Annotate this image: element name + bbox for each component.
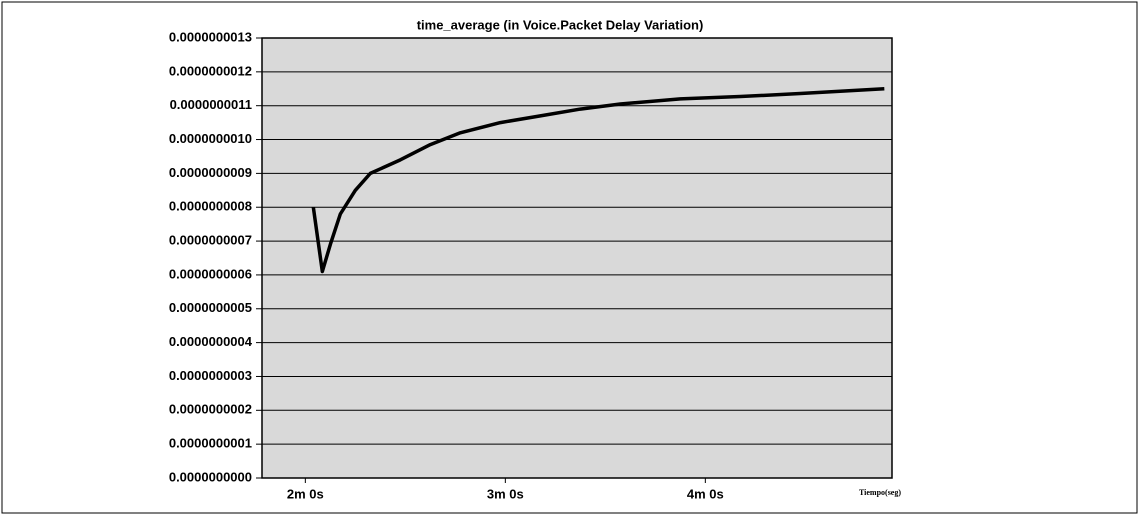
x-tick-label: 3m 0s [487,486,524,501]
chart-title: time_average (in Voice.Packet Delay Vari… [417,17,704,32]
y-tick-label: 0.0000000004 [169,334,253,349]
data-line [311,87,885,274]
y-tick-label: 0.0000000008 [169,199,252,214]
x-tick-label: 2m 0s [287,486,324,501]
y-tick-label: 0.0000000003 [169,368,252,383]
y-tick-label: 0.0000000012 [169,63,252,78]
y-tick-label: 0.0000000010 [169,131,252,146]
x-axis-label: Tiempo(seg) [859,488,901,497]
x-tick-label: 4m 0s [687,486,724,501]
y-tick-label: 0.0000000009 [169,165,252,180]
y-tick-label: 0.0000000011 [170,97,252,112]
y-tick-label: 0.0000000013 [169,29,252,44]
plot-area [261,37,893,479]
y-tick-label: 0.0000000006 [169,266,252,281]
y-tick-label: 0.0000000002 [169,402,252,417]
y-tick-label: 0.0000000005 [169,300,252,315]
y-tick-label: 0.0000000000 [169,469,252,484]
y-tick-label: 0.0000000001 [169,436,252,451]
y-tick-label: 0.0000000007 [169,233,252,248]
